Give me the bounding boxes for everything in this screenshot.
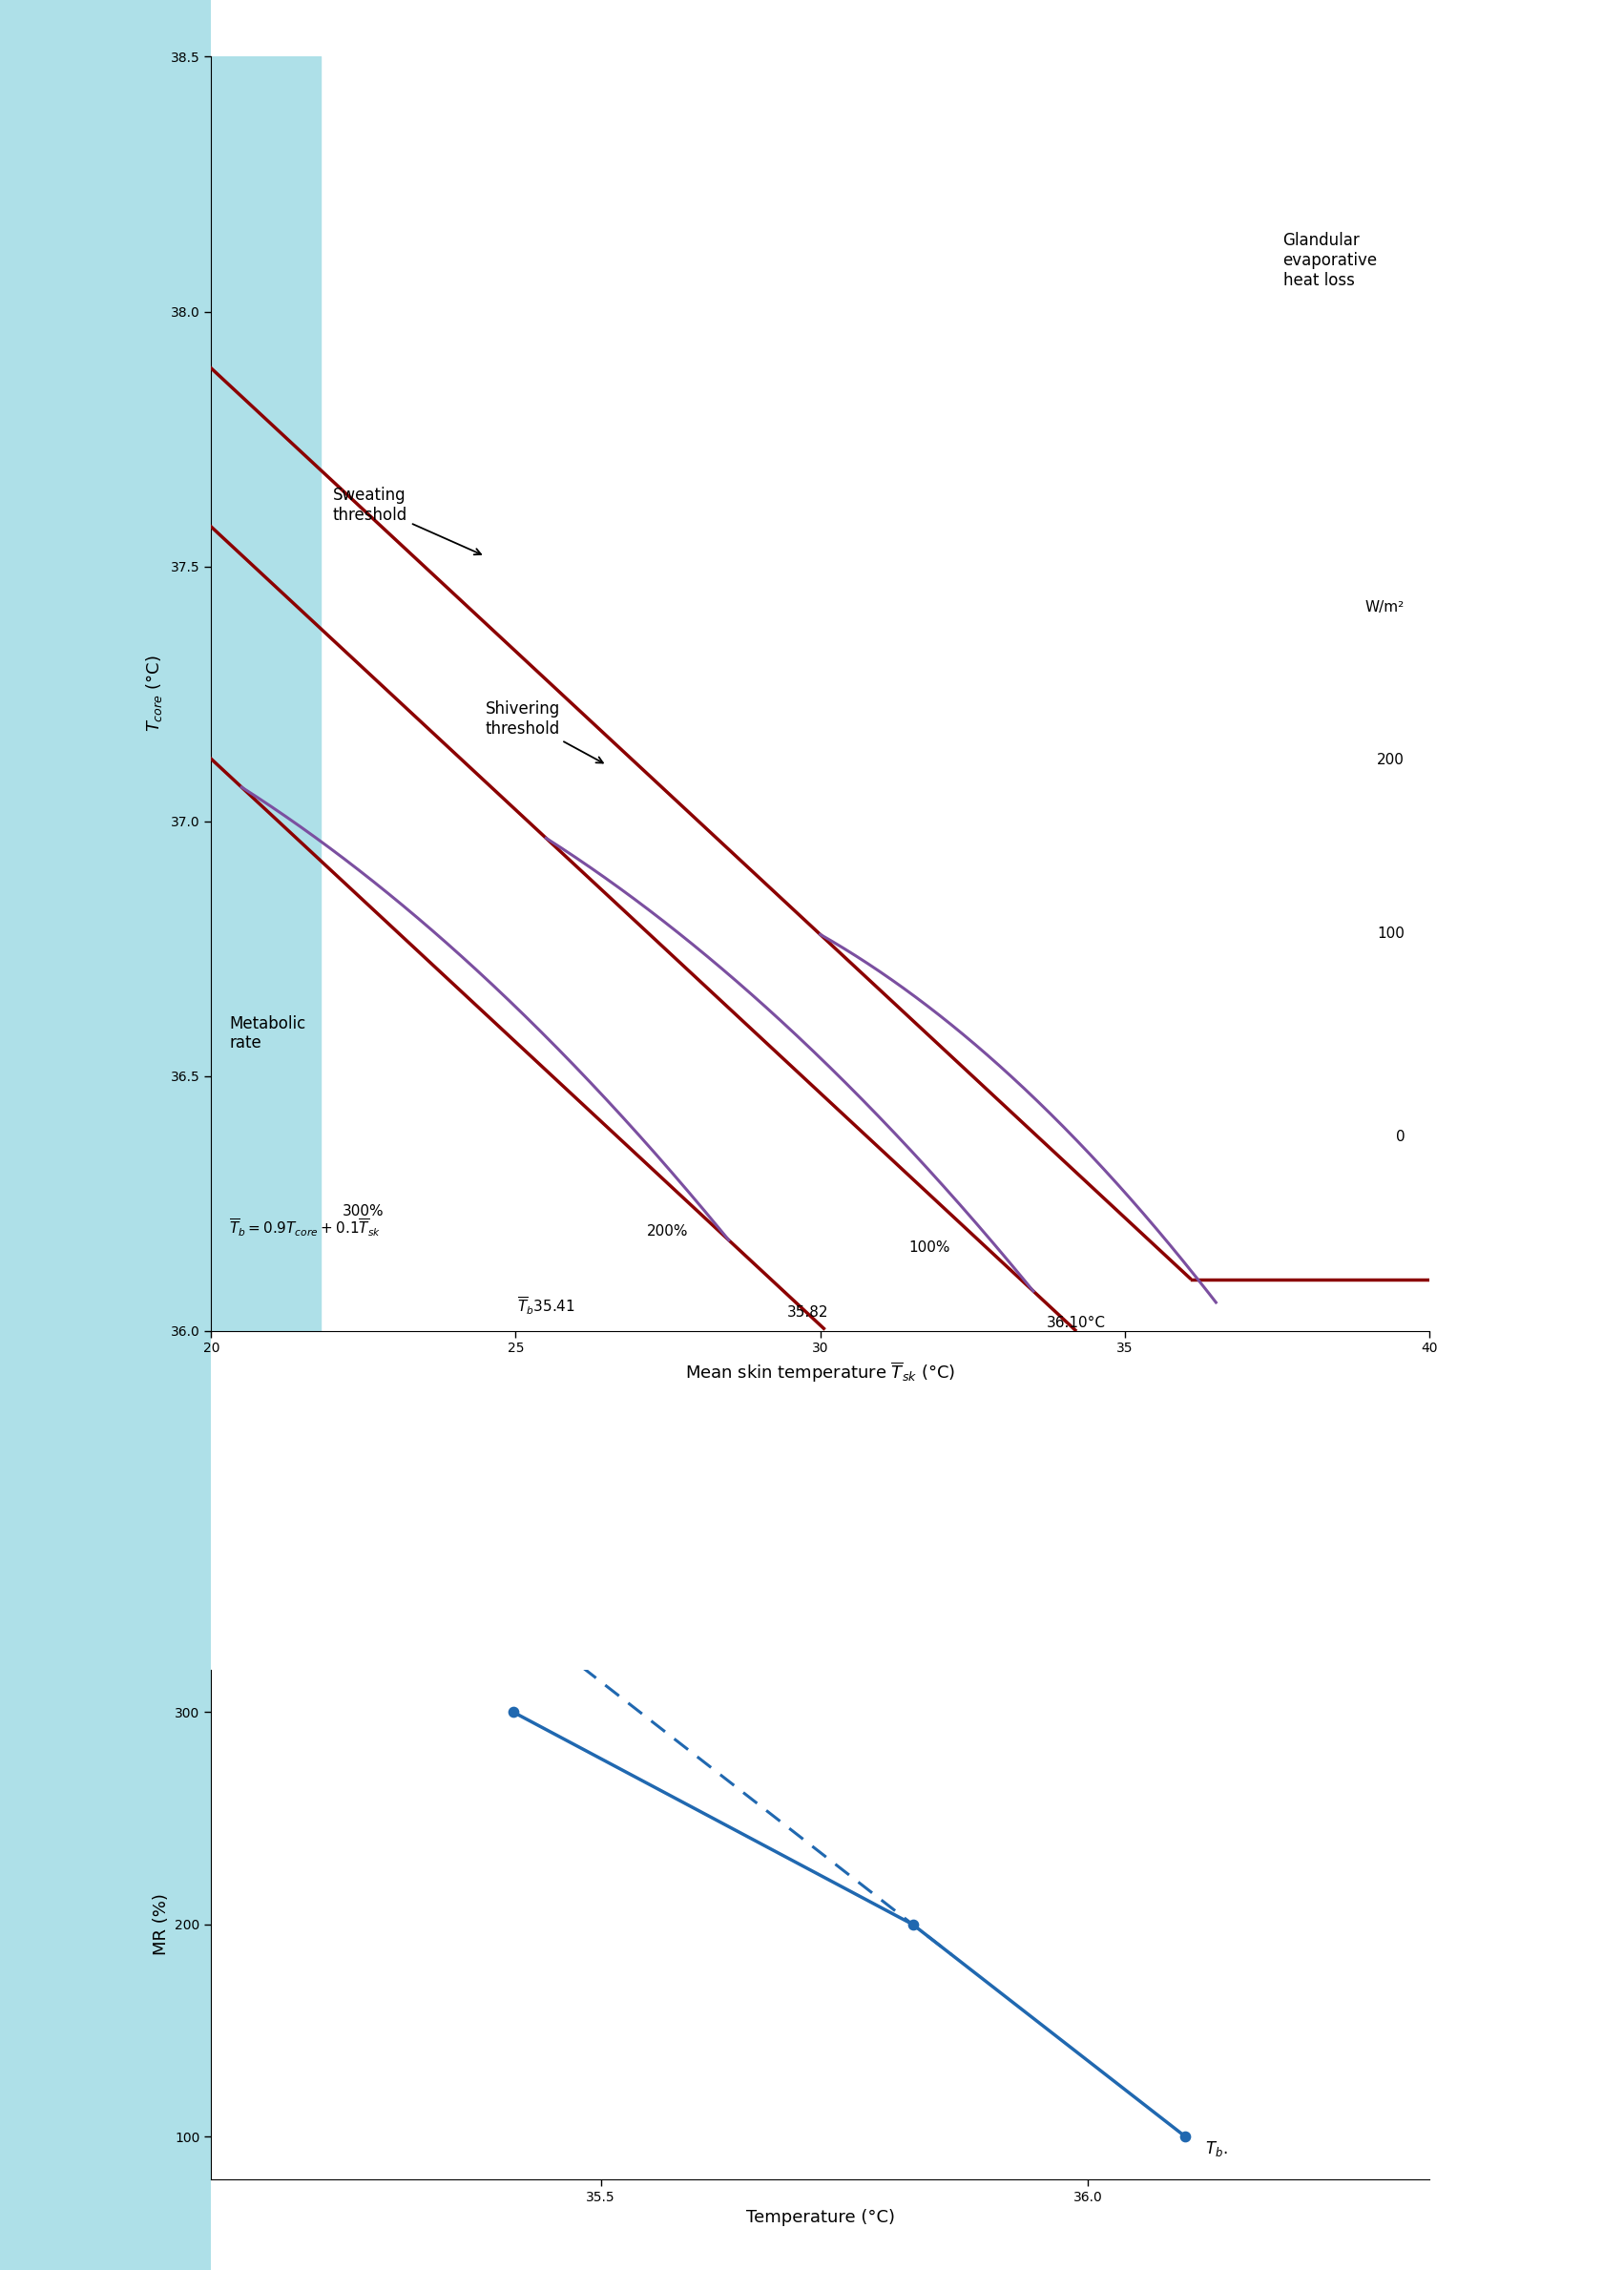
Text: Shivering
threshold: Shivering threshold [486, 701, 603, 763]
Text: $\overline{T}_b = 0.9T_{core} + 0.1\overline{T}_{sk}$: $\overline{T}_b = 0.9T_{core} + 0.1\over… [229, 1217, 382, 1239]
Text: W/m²: W/m² [1366, 599, 1405, 615]
Text: 300%: 300% [343, 1205, 385, 1219]
X-axis label: Mean skin temperature $\overline{T}_{sk}$ (°C): Mean skin temperature $\overline{T}_{sk}… [685, 1360, 955, 1385]
Text: 0: 0 [1395, 1130, 1405, 1144]
Point [500, 1693, 526, 1730]
Text: $T_b.$: $T_b.$ [1205, 2138, 1228, 2159]
Y-axis label: MR (%): MR (%) [153, 1893, 169, 1954]
X-axis label: Temperature (°C): Temperature (°C) [745, 2209, 895, 2227]
Text: 100: 100 [1377, 926, 1405, 940]
Text: Sweating
threshold: Sweating threshold [333, 486, 481, 554]
Text: 200%: 200% [646, 1226, 689, 1239]
Bar [211, 57, 322, 1330]
Point [1173, 2118, 1199, 2154]
Text: 35.82: 35.82 [788, 1305, 828, 1319]
Y-axis label: $T_{core}$ (°C): $T_{core}$ (°C) [145, 656, 164, 733]
Text: $\overline{T}_b$35.41: $\overline{T}_b$35.41 [516, 1296, 575, 1317]
Text: 100%: 100% [909, 1239, 950, 1255]
Text: 36.10°C: 36.10°C [1046, 1314, 1106, 1330]
Text: Glandular
evaporative
heat loss: Glandular evaporative heat loss [1283, 232, 1377, 288]
Text: Metabolic
rate: Metabolic rate [229, 1015, 305, 1051]
Text: 200: 200 [1377, 754, 1405, 767]
Point [900, 1907, 926, 1943]
